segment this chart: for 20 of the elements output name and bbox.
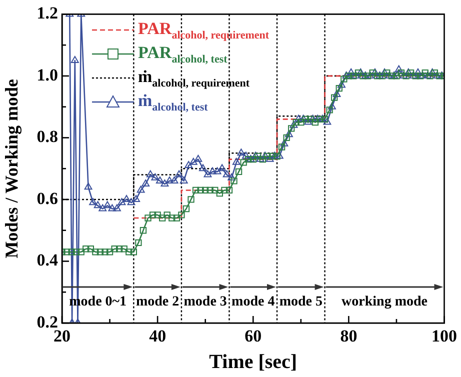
legend-label: PAR$_{alcohol, test}$ (138, 42, 228, 66)
legend-label: PAR$_{alcohol, requirement}$ (138, 18, 270, 42)
x-tick-label: 100 (432, 326, 457, 346)
y-tick-label: 0.6 (36, 188, 58, 208)
legend-label: ṁ$_{alcohol, requirement}$ (138, 66, 250, 90)
x-tick-label: 60 (244, 326, 262, 346)
x-tick-label: 80 (340, 326, 358, 346)
y-tick-label: 0.8 (36, 127, 58, 146)
annotation: mode 5 (279, 294, 322, 310)
y-tick-label: 1.0 (36, 65, 58, 84)
annotation: working mode (342, 294, 428, 310)
x-tick-label: 40 (149, 326, 166, 346)
annotation: mode 4 (232, 294, 275, 310)
x-axis-title: Time [sec] (209, 351, 298, 374)
annotation: mode 2 (136, 294, 180, 310)
y-tick-label: 1.2 (36, 4, 58, 23)
legend-label: ṁ$_{alcohol, test}$ (138, 90, 208, 114)
y-tick-label: 0.4 (36, 250, 58, 270)
y-axis-title: Modes / Working mode (1, 79, 22, 258)
annotation: mode 3 (184, 294, 227, 310)
